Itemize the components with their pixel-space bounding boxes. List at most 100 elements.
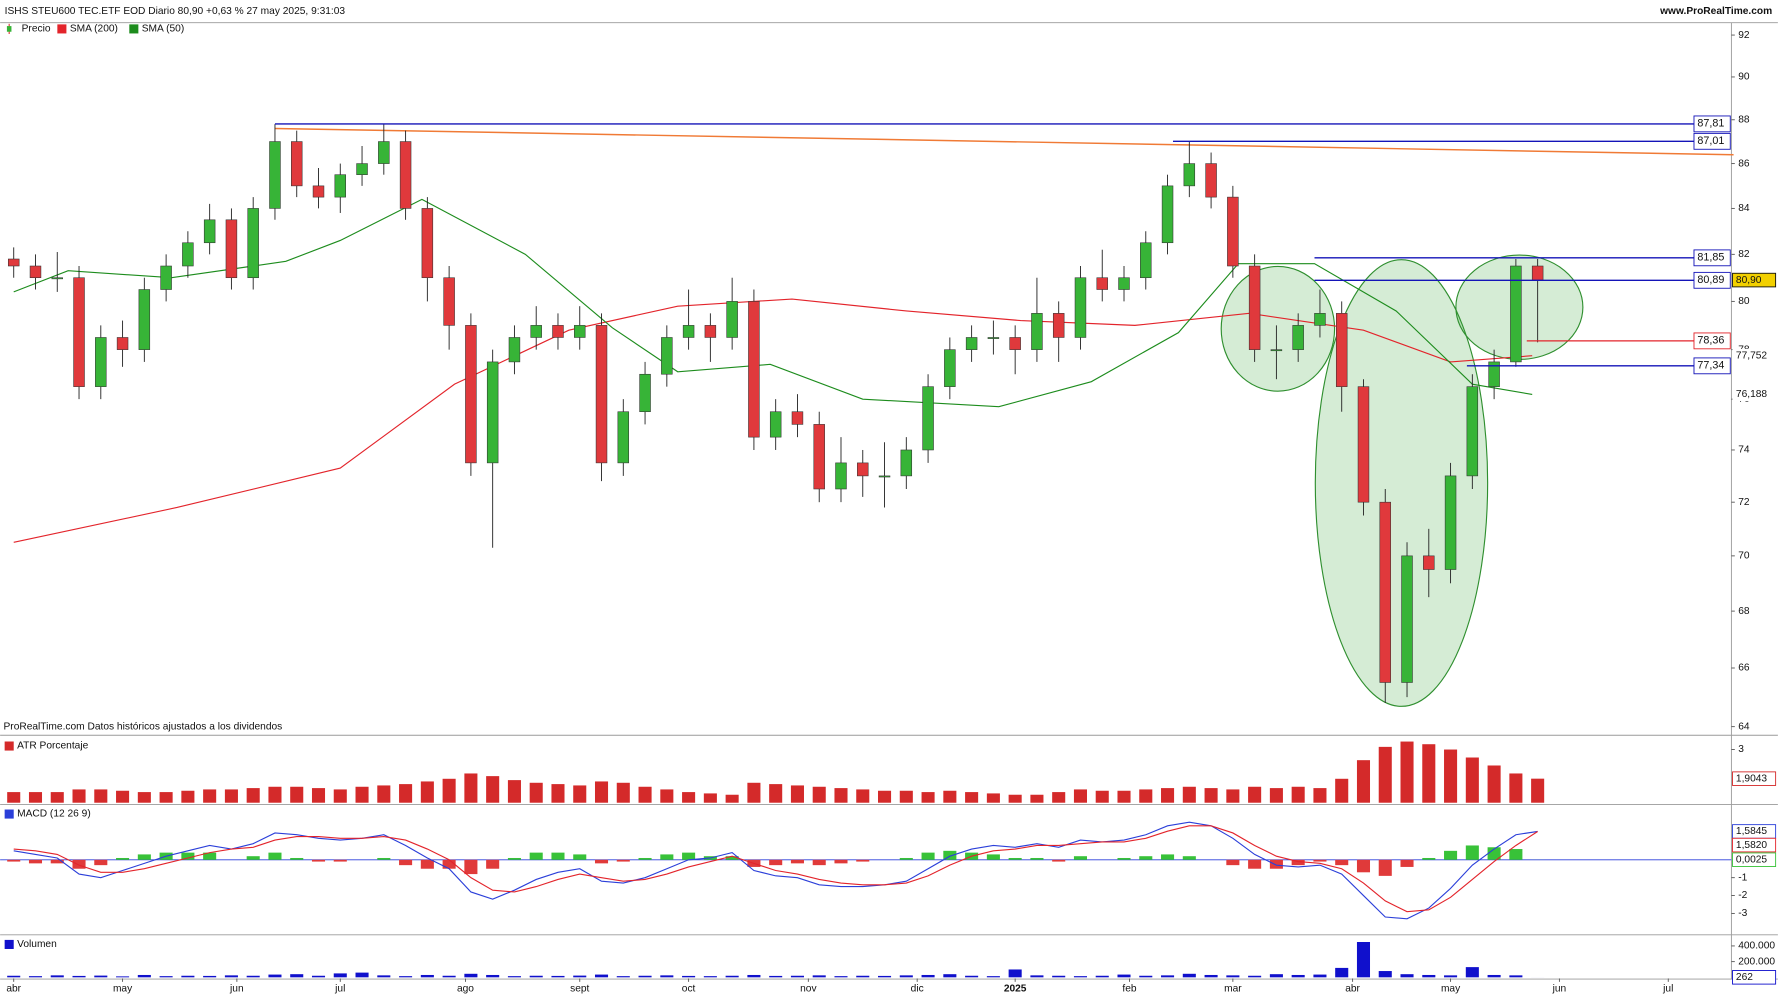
histogram-bar bbox=[1008, 857, 1022, 860]
x-tick-label: feb bbox=[1122, 983, 1136, 994]
bar bbox=[747, 782, 761, 803]
bar bbox=[790, 785, 804, 803]
bar bbox=[1204, 788, 1218, 803]
level-box bbox=[1693, 357, 1731, 375]
bar bbox=[812, 786, 826, 803]
bar bbox=[94, 975, 108, 978]
bar bbox=[1226, 789, 1240, 803]
bar bbox=[116, 790, 130, 803]
bar bbox=[290, 786, 304, 803]
bar bbox=[1400, 974, 1414, 978]
bar bbox=[464, 973, 478, 978]
candle-body bbox=[51, 277, 63, 280]
bar bbox=[812, 975, 826, 978]
bar bbox=[943, 974, 957, 978]
histogram-bar bbox=[594, 859, 609, 864]
candle-body bbox=[987, 337, 1000, 339]
bar bbox=[507, 780, 521, 803]
histogram-bar bbox=[399, 859, 413, 866]
bar bbox=[682, 975, 696, 978]
value-label-box bbox=[1732, 970, 1777, 985]
bar bbox=[420, 974, 434, 978]
x-tick-label: abr bbox=[6, 983, 21, 994]
bar bbox=[1291, 786, 1305, 803]
candle-body bbox=[726, 301, 738, 338]
histogram-bar bbox=[638, 857, 652, 860]
histogram-bar bbox=[1052, 859, 1066, 862]
candle-body bbox=[791, 411, 804, 425]
candle-body bbox=[1401, 555, 1413, 683]
value-label: 1,9043 bbox=[1736, 773, 1767, 784]
histogram-bar bbox=[1248, 859, 1262, 869]
histogram-bar bbox=[616, 859, 630, 862]
bar bbox=[268, 786, 282, 803]
x-tick-label: abr bbox=[1345, 983, 1360, 994]
x-tick-label: oct bbox=[682, 983, 696, 994]
histogram-bar bbox=[137, 854, 151, 860]
bar bbox=[965, 792, 979, 803]
value-label-box bbox=[1732, 771, 1777, 786]
bar bbox=[1139, 975, 1153, 978]
bar bbox=[72, 789, 86, 803]
bar bbox=[268, 974, 282, 978]
bar bbox=[682, 792, 696, 803]
bar bbox=[377, 785, 391, 803]
bar bbox=[507, 976, 521, 978]
histogram-bar bbox=[311, 859, 326, 862]
y-tick-label: 72 bbox=[1738, 497, 1750, 508]
bar bbox=[1073, 976, 1087, 978]
legend-swatch bbox=[4, 809, 14, 819]
candle-body bbox=[203, 219, 216, 244]
bar bbox=[1095, 790, 1109, 803]
bar bbox=[1444, 749, 1458, 803]
candle-body bbox=[1096, 277, 1108, 290]
candle-body bbox=[748, 301, 760, 438]
candle-body bbox=[291, 141, 303, 187]
bar bbox=[311, 975, 326, 978]
bar bbox=[573, 975, 587, 978]
candle-body bbox=[1466, 386, 1479, 477]
candle-body bbox=[29, 265, 42, 279]
histogram-bar bbox=[464, 859, 478, 875]
candle-body bbox=[73, 277, 85, 387]
bar bbox=[529, 782, 543, 803]
histogram-bar bbox=[1161, 854, 1175, 860]
bar bbox=[638, 786, 652, 803]
x-tick-label: dic bbox=[911, 983, 924, 994]
bar bbox=[725, 975, 739, 978]
bar bbox=[246, 788, 260, 803]
bar bbox=[72, 975, 86, 978]
bar bbox=[486, 776, 500, 803]
histogram-bar bbox=[1335, 859, 1349, 866]
candle-body bbox=[1118, 277, 1130, 290]
y-tick-label: 82 bbox=[1738, 249, 1750, 260]
candle-body bbox=[356, 163, 368, 175]
level-box bbox=[1693, 249, 1731, 267]
histogram-bar bbox=[1117, 857, 1131, 860]
level-label: 78,36 bbox=[1697, 335, 1724, 347]
bar bbox=[137, 974, 151, 978]
bar bbox=[790, 975, 804, 978]
bar bbox=[420, 781, 434, 803]
histogram-bar bbox=[1378, 859, 1392, 876]
histogram-bar bbox=[856, 859, 870, 862]
bar bbox=[1030, 794, 1044, 803]
bar bbox=[1444, 975, 1458, 978]
histogram-bar bbox=[268, 852, 282, 860]
bar bbox=[638, 975, 652, 978]
y-tick-label: 400.000 bbox=[1738, 941, 1775, 952]
histogram-bar bbox=[203, 852, 217, 860]
candle-body bbox=[813, 424, 825, 490]
bar bbox=[594, 974, 609, 978]
legend-swatch bbox=[129, 24, 139, 34]
bar bbox=[1008, 794, 1022, 803]
histogram-bar bbox=[290, 857, 304, 860]
candle-body bbox=[769, 411, 782, 438]
bar bbox=[1509, 975, 1523, 978]
candle-body bbox=[1292, 325, 1304, 350]
y-tick-label: 92 bbox=[1738, 30, 1750, 41]
candle-body bbox=[116, 337, 129, 350]
bar bbox=[703, 976, 717, 978]
y-tick-label: 200.000 bbox=[1738, 956, 1775, 967]
candle-body bbox=[552, 325, 564, 338]
